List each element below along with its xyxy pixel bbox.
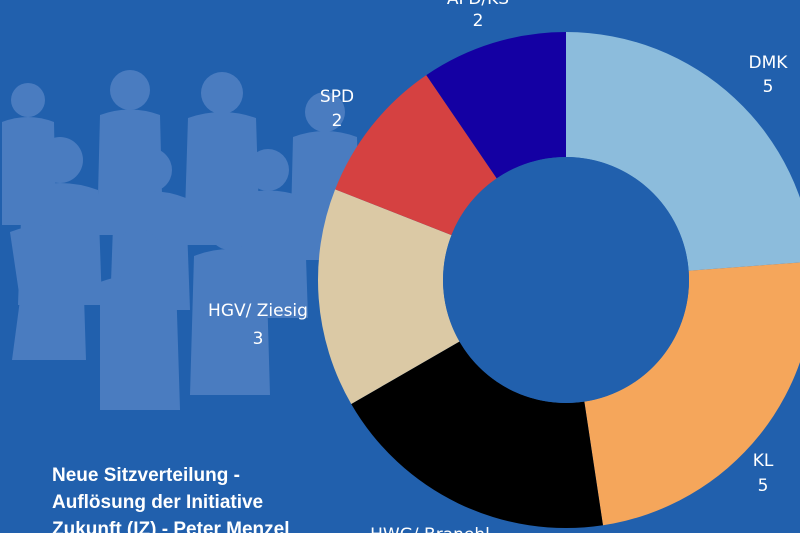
slice-value-label: 2 [332, 111, 343, 131]
slice-afd-ks [426, 32, 566, 179]
slice-name-label: DMK [749, 53, 789, 73]
slice-name-label: AFD/KS [447, 0, 509, 9]
slice-hgv-ziesig [318, 189, 460, 404]
slice-name-label: HWG/ Branehl [370, 525, 490, 533]
headline-line-3: Zukunft (IZ) - Peter Menzel [52, 519, 290, 533]
slice-value-label: 5 [763, 77, 774, 97]
slice-value-label: 5 [758, 476, 769, 496]
donut-hole [443, 157, 689, 403]
slice-labels: DMK 5 KL 5 HWG/ Branehl HGV/ Ziesig 3 SPD 2 AFD/K… [208, 0, 788, 533]
headline-line-2: Auflösung der Initiative [52, 492, 264, 513]
slice-value-label: 2 [473, 11, 484, 31]
person-silhouette [10, 182, 86, 360]
person-silhouette [100, 229, 180, 410]
slice-name-label: SPD [320, 87, 354, 107]
slice-spd [335, 75, 497, 236]
donut-slices [318, 32, 800, 528]
slice-dmk [566, 32, 800, 271]
slice-kl [584, 262, 800, 526]
slice-name-label: HGV/ Ziesig [208, 301, 308, 321]
slice-value-label: 3 [253, 329, 264, 349]
headline-line-1: Neue Sitzverteilung - [52, 465, 240, 486]
person-silhouette [190, 206, 270, 395]
slice-hwg-branehl [351, 341, 603, 528]
slice-name-label: KL [753, 451, 774, 471]
headline: Neue Sitzverteilung - Auflösung der Init… [52, 462, 372, 533]
